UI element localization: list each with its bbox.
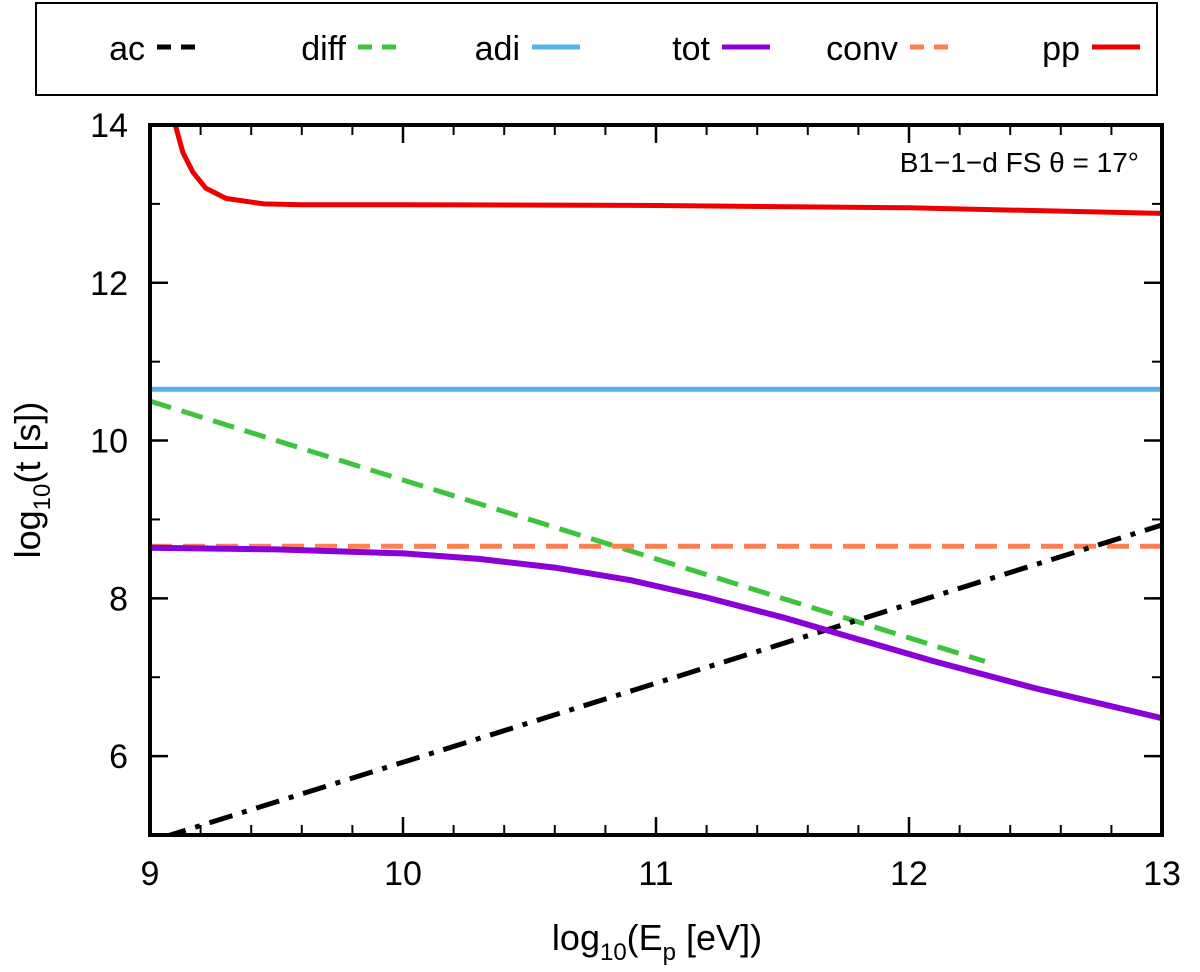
series-line-diff xyxy=(150,398,986,664)
x-tick-label: 12 xyxy=(890,855,928,893)
x-axis-title-sub: 10 xyxy=(600,939,627,966)
y-axis-title-sub: 10 xyxy=(29,484,56,511)
x-axis-title-psub: p xyxy=(663,939,676,966)
y-axis-title-base: log xyxy=(7,510,48,558)
x-axis-title-base: log xyxy=(552,917,600,958)
legend-box xyxy=(35,2,1158,96)
chart-annotation: B1−1−d FS θ = 17° xyxy=(900,147,1139,178)
legend-label-conv: conv xyxy=(826,30,898,68)
plot-area xyxy=(150,125,1162,835)
x-tick-label: 11 xyxy=(638,855,673,893)
legend-label-ac: ac xyxy=(109,30,145,68)
y-axis-title: log10(t [s]) xyxy=(7,402,56,559)
x-tick-labels: 9 10 11 12 13 xyxy=(141,855,1181,893)
y-tick-label: 12 xyxy=(90,265,128,303)
y-tick-label: 6 xyxy=(109,738,128,776)
y-tick-label: 14 xyxy=(90,107,128,145)
x-axis-title-pre: (E xyxy=(627,917,663,958)
legend-label-tot: tot xyxy=(672,30,710,68)
x-tick-label: 10 xyxy=(384,855,422,893)
y-tick-label: 8 xyxy=(109,580,128,618)
y-tick-label: 10 xyxy=(90,423,128,461)
plot-frame xyxy=(148,123,1164,837)
x-axis-title-post: [eV]) xyxy=(676,917,762,958)
legend-label-diff: diff xyxy=(301,30,346,68)
series-line-pp xyxy=(172,125,1162,216)
x-tick-label: 13 xyxy=(1143,855,1181,893)
series-line-tot xyxy=(150,544,1162,722)
major-ticks xyxy=(148,123,1164,835)
legend-label-pp: pp xyxy=(1042,30,1080,68)
x-axis-title: log10(Ep [eV]) xyxy=(552,917,762,966)
legend: ac diff adi tot conv pp xyxy=(35,2,1158,96)
x-tick-label: 9 xyxy=(141,855,160,893)
minor-ticks xyxy=(149,124,1163,836)
y-axis-title-rest: (t [s]) xyxy=(7,402,48,484)
legend-label-adi: adi xyxy=(475,30,520,68)
y-tick-labels: 6 8 10 12 14 xyxy=(90,107,128,776)
